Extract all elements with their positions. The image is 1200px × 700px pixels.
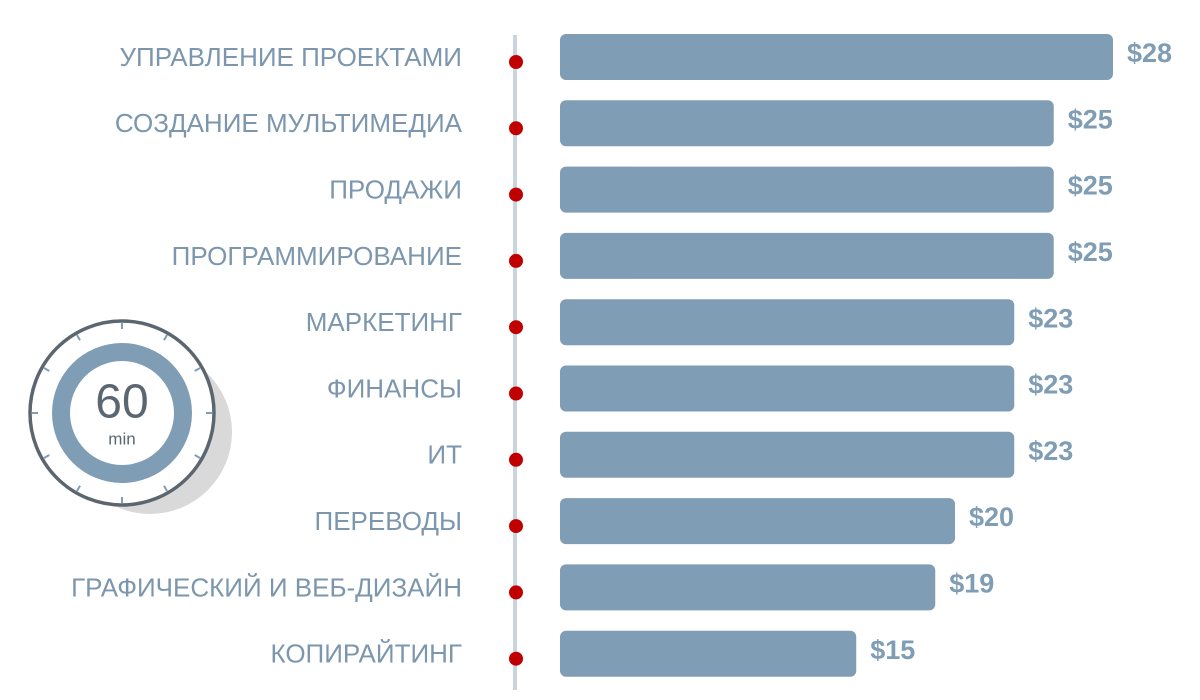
value-label: $20 — [969, 502, 1014, 532]
category-label: ПРОДАЖИ — [329, 174, 462, 204]
row-marker — [509, 651, 523, 666]
bar — [560, 100, 1054, 147]
icon-tick — [194, 367, 201, 372]
category-label: ФИНАНСЫ — [327, 373, 462, 403]
bar — [560, 365, 1015, 412]
row-marker — [509, 452, 523, 467]
bar — [560, 166, 1054, 213]
row-marker — [509, 253, 523, 268]
value-label: $23 — [1028, 436, 1073, 466]
icon-unit: min — [108, 429, 135, 448]
value-label: $23 — [1028, 303, 1073, 333]
category-label: КОПИРАЙТИНГ — [270, 639, 462, 669]
category-label: ИТ — [427, 440, 462, 470]
icon-tick — [163, 334, 168, 341]
category-label: ПЕРЕВОДЫ — [315, 506, 462, 536]
row-marker — [509, 320, 523, 335]
value-label: $19 — [949, 569, 994, 599]
bar — [560, 299, 1015, 346]
row-marker — [509, 55, 523, 69]
bar — [560, 232, 1054, 279]
bar — [560, 564, 936, 611]
icon-tick — [76, 485, 81, 492]
icon-tick — [163, 485, 168, 492]
bar — [560, 498, 955, 545]
bar — [560, 630, 857, 677]
bar — [560, 431, 1015, 478]
category-label: УПРАВЛЕНИЕ ПРОЕКТАМИ — [119, 42, 462, 72]
icon-tick — [43, 367, 50, 372]
bar — [560, 34, 1113, 80]
icon-ticks — [32, 323, 212, 503]
stopwatch-icon: 60 min — [28, 319, 232, 514]
value-label: $25 — [1068, 171, 1113, 201]
value-label: $25 — [1068, 237, 1113, 267]
category-label: ГРАФИЧЕСКИЙ И ВЕБ-ДИЗАЙН — [71, 572, 462, 602]
value-label: $15 — [870, 635, 915, 665]
icon-tick — [76, 334, 81, 341]
icon-tick — [43, 454, 50, 459]
category-label: ПРОГРАММИРОВАНИЕ — [172, 241, 462, 271]
value-label: $23 — [1028, 370, 1073, 400]
icon-face — [70, 361, 174, 465]
category-label: СОЗДАНИЕ МУЛЬТИМЕДИА — [115, 108, 463, 138]
row-marker — [509, 187, 523, 202]
icon-number: 60 — [95, 376, 148, 429]
row-marker — [509, 121, 523, 136]
category-label: МАРКЕТИНГ — [306, 307, 462, 337]
row-marker — [509, 386, 523, 401]
row-marker — [509, 585, 523, 600]
value-label: $28 — [1127, 38, 1172, 68]
value-label: $25 — [1068, 104, 1113, 134]
row-marker — [509, 519, 523, 534]
icon-tick — [194, 454, 201, 459]
